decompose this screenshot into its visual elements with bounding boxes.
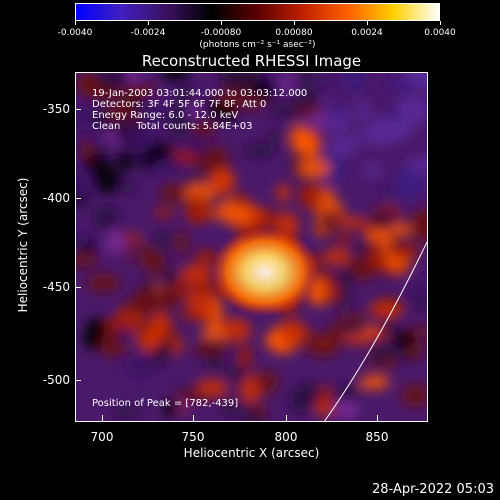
colorbar-tick-mark — [221, 21, 222, 25]
colorbar-tick-mark — [440, 21, 441, 25]
time-range-label: 19-Jan-2003 03:01:44.000 to 03:03:12.000 — [92, 88, 308, 99]
x-tick-label: 800 — [274, 430, 298, 444]
solar-limb-line — [324, 241, 427, 421]
colorbar-tick-label: -0.00080 — [200, 28, 242, 38]
y-tick-mark — [75, 109, 81, 110]
peak-position-label: Position of Peak = [782,-439] — [92, 398, 239, 409]
y-tick-label: -350 — [42, 102, 70, 116]
y-tick-label: -500 — [42, 373, 70, 387]
x-tick-mark — [193, 415, 194, 421]
x-tick-label: 850 — [365, 430, 389, 444]
x-axis-label: Heliocentric X (arcsec) — [183, 446, 320, 460]
y-tick-mark — [75, 198, 81, 199]
energy-range-label: Energy Range: 6.0 - 12.0 keV — [92, 110, 239, 121]
y-tick-mark — [75, 287, 81, 288]
generation-date: 28-Apr-2022 05:03 — [372, 482, 494, 497]
x-tick-label: 750 — [181, 430, 205, 444]
x-tick-mark — [102, 415, 103, 421]
x-tick-label: 700 — [90, 430, 114, 444]
y-tick-label: -400 — [42, 191, 70, 205]
x-tick-mark — [286, 415, 287, 421]
colorbar-tick-label: -0.0024 — [130, 28, 166, 38]
colorbar-tick-label: 0.0040 — [424, 28, 456, 38]
y-axis-label: Heliocentric Y (arcsec) — [16, 177, 30, 313]
colorbar-tick-mark — [148, 21, 149, 25]
colorbar-tick-label: 0.00080 — [275, 28, 313, 38]
y-tick-mark — [75, 380, 81, 381]
intensity-map — [76, 73, 427, 421]
colorbar-tick-label: 0.0024 — [351, 28, 383, 38]
colorbar-tick-label: -0.0040 — [57, 28, 93, 38]
y-tick-label: -450 — [42, 280, 70, 294]
colorbar-tick-mark — [294, 21, 295, 25]
colorbar — [75, 3, 440, 21]
rhessi-image-plot[interactable]: 19-Jan-2003 03:01:44.000 to 03:03:12.000… — [75, 72, 428, 422]
colorbar-tick-mark — [75, 21, 76, 25]
detectors-label: Detectors: 3F 4F 5F 6F 7F 8F, Att 0 — [92, 99, 267, 110]
x-tick-mark — [377, 415, 378, 421]
image-title: Reconstructed RHESSI Image — [141, 52, 362, 70]
clean-counts-label: Clean Total counts: 5.84E+03 — [92, 121, 253, 132]
colorbar-tick-mark — [367, 21, 368, 25]
colorbar-units: (photons cm⁻² s⁻¹ asec⁻²) — [199, 40, 316, 50]
